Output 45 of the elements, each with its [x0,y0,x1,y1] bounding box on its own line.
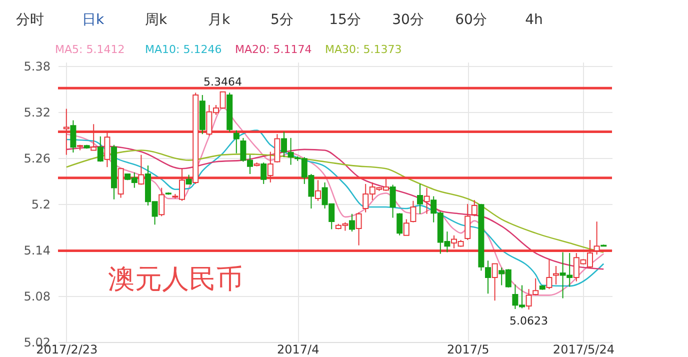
text: MA30: 5.1373 [325,43,402,56]
text: 日k [82,12,105,28]
candlestick [158,187,165,217]
candlestick [186,174,192,184]
text: 周k [144,12,168,28]
text: 30分 [392,12,424,28]
text: MA20: 5.1174 [235,43,312,56]
y-tick-label: 5.32 [24,105,50,120]
text: MA5: 5.1412 [55,43,125,56]
x-tick-label: 2017/5 [446,342,490,356]
annotation: 澳元人民币 [108,264,243,295]
text: 月k [208,12,231,28]
text: 分时 [16,12,44,28]
annotation: 5.3464 [204,76,242,89]
candlestick [403,218,410,236]
candlestick [260,162,267,184]
y-tick-label: 5.38 [24,59,50,74]
candlestick [410,200,416,223]
y-tick-label: 5.26 [24,151,50,166]
candlestick [492,263,498,302]
candlestick [546,258,552,290]
text: 4h [525,12,543,28]
candlestick [464,203,471,240]
text: 5分 [270,12,294,28]
y-tick-label: 5.14 [24,243,50,258]
x-tick-label: 2017/5/24 [552,342,614,356]
y-tick-label: 5.2 [31,197,50,212]
candlestick [417,183,423,214]
candlestick [424,187,430,214]
text: 60分 [455,12,487,28]
candlestick [396,212,403,236]
candlestick [356,212,362,246]
candlestick [471,200,478,217]
annotation: 5.0623 [510,314,548,328]
candlestick [70,120,76,154]
candlestick [390,184,396,218]
y-tick-label: 5.08 [24,289,50,304]
text: MA10: 5.1246 [145,43,222,56]
candlestick [553,266,559,285]
candlestick [349,213,355,232]
candlestick [97,136,104,162]
x-tick-label: 2017/4 [276,342,320,356]
candlestick [233,130,240,154]
text: 15分 [329,12,361,28]
line-series [66,107,604,296]
